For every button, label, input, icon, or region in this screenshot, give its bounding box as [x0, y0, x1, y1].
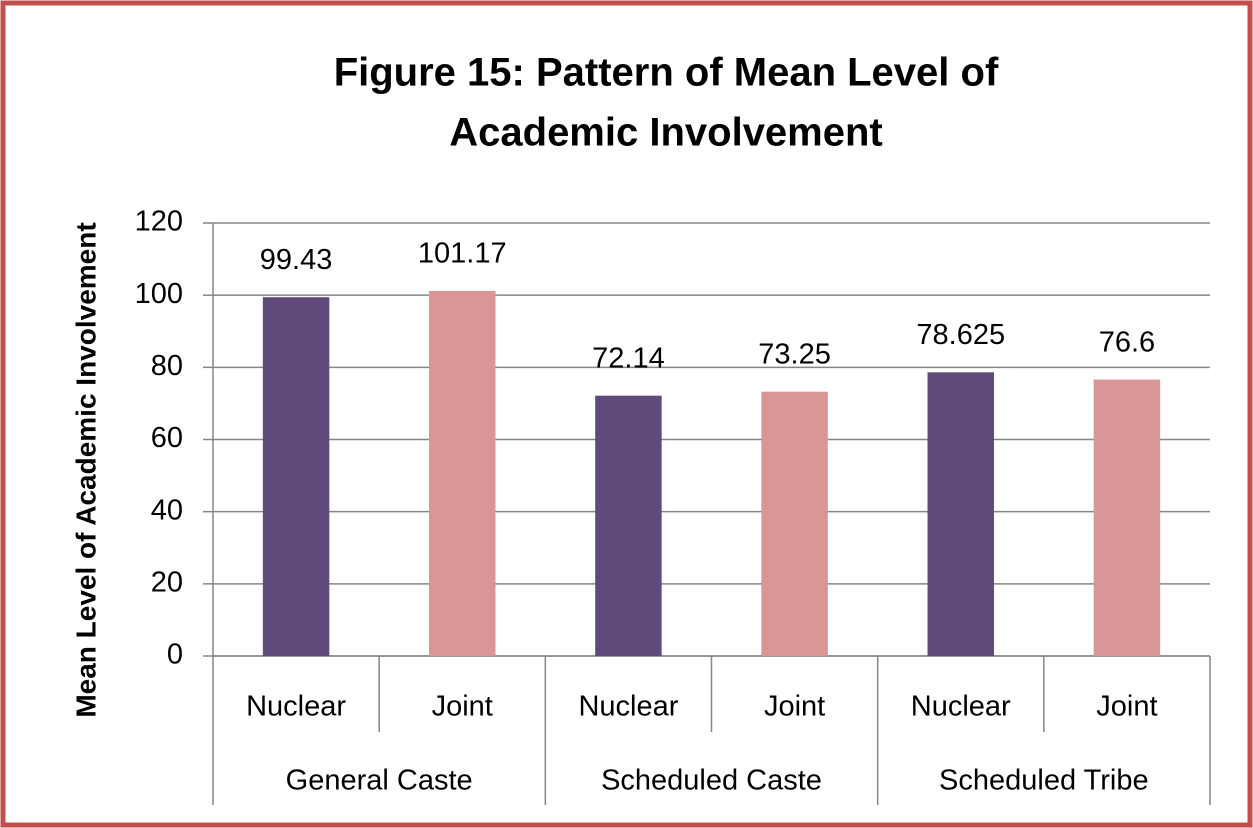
y-tick-label: 60 [151, 422, 183, 454]
y-tick-label: 120 [135, 206, 183, 238]
data-label: 101.17 [418, 238, 507, 270]
x-tick-label: Nuclear [246, 691, 346, 723]
bar [1093, 379, 1161, 656]
bar [927, 372, 994, 656]
x-tick-label: Joint [1096, 691, 1157, 723]
x-tick-label: Nuclear [911, 691, 1011, 723]
bar [761, 391, 828, 656]
x-tick-label: Joint [432, 691, 493, 723]
data-label: 78.625 [916, 319, 1005, 351]
chart-title: Figure 15: Pattern of Mean Level of [334, 51, 999, 95]
y-axis-label: Mean Level of Academic Involvement [70, 222, 101, 717]
data-label: 72.14 [592, 342, 665, 374]
group-label: General Caste [286, 765, 473, 797]
y-tick-label: 100 [135, 278, 183, 310]
bar [262, 297, 330, 656]
data-label: 76.6 [1099, 326, 1155, 358]
data-label: 99.43 [260, 244, 333, 276]
y-tick-label: 40 [151, 494, 183, 526]
x-tick-label: Joint [764, 691, 825, 723]
y-tick-label: 80 [151, 350, 183, 382]
bar [429, 290, 496, 656]
y-tick-label: 0 [167, 639, 183, 671]
group-label: Scheduled Caste [601, 765, 822, 797]
bar [595, 395, 662, 656]
chart-title: Academic Involvement [449, 111, 883, 155]
y-tick-label: 20 [151, 566, 183, 598]
group-label: Scheduled Tribe [939, 765, 1149, 797]
data-label: 73.25 [758, 338, 831, 370]
x-tick-label: Nuclear [578, 691, 678, 723]
